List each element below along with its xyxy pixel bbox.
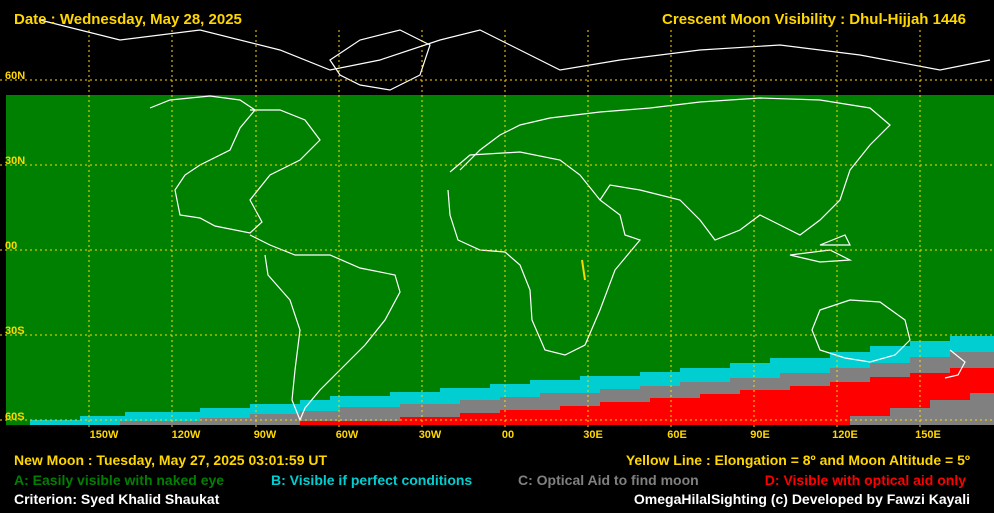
lat-label-60n: 60N (5, 70, 26, 82)
lon-label-150w: 150W (89, 429, 119, 441)
lat-label-30n: 30N (5, 155, 26, 167)
credit-label: OmegaHilalSighting (c) Developed by Fawz… (633, 491, 970, 507)
yellow-line-label: Yellow Line : Elongation = 8º and Moon A… (625, 452, 970, 468)
lat-label-60s: 60S (5, 411, 25, 423)
lon-label-120e: 120E (832, 429, 858, 441)
lon-label-30w: 30W (418, 429, 442, 441)
legend-zone-c: C: Optical Aid to find moon (518, 472, 699, 488)
lon-label-90e: 90E (750, 429, 770, 441)
lon-label-90w: 90W (253, 429, 277, 441)
lon-label-30e: 30E (583, 429, 603, 441)
legend-zone-d: D: Visible with optical aid only (764, 472, 966, 488)
lon-label-120w: 120W (171, 429, 201, 441)
lat-label-00: 00 (5, 240, 18, 252)
lon-label-00: 00 (501, 429, 515, 441)
map-title: Crescent Moon Visibility : Dhul-Hijjah 1… (662, 11, 966, 28)
lon-label-60e: 60E (667, 429, 687, 441)
legend-zone-a: A: Easily visible with naked eye (14, 472, 225, 488)
lon-label-60w: 60W (335, 429, 359, 441)
lon-label-150e: 150E (915, 429, 941, 441)
date-label: Date : Wednesday, May 28, 2025 (14, 11, 242, 28)
yellow-criterion-line (581, 259, 586, 281)
lat-label-30s: 30S (5, 325, 25, 337)
legend-zone-b: B: Visible if perfect conditions (271, 472, 473, 488)
coastlines (39, 19, 991, 422)
lat-lon-grid (0, 30, 994, 428)
criterion-label: Criterion: Syed Khalid Shaukat (14, 491, 220, 507)
zone-d-region (300, 368, 994, 425)
new-moon-label: New Moon : Tuesday, May 27, 2025 03:01:5… (14, 452, 328, 468)
